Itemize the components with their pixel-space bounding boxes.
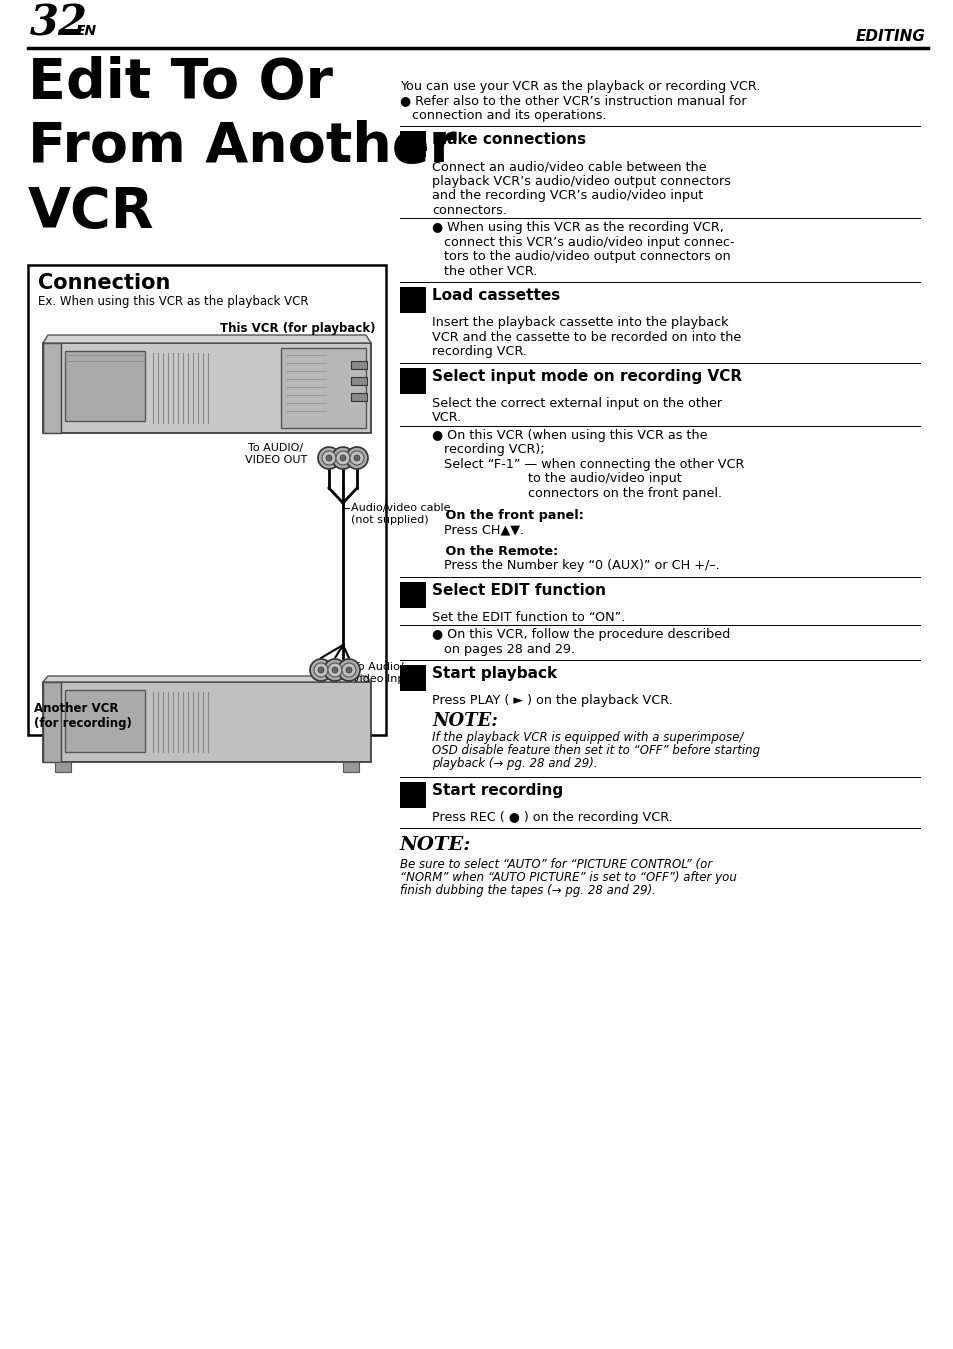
Text: 32: 32 [30, 1, 88, 45]
Text: OSD disable feature then set it to “OFF” before starting: OSD disable feature then set it to “OFF”… [432, 743, 760, 757]
Circle shape [339, 455, 346, 461]
Text: You can use your VCR as the playback or recording VCR.: You can use your VCR as the playback or … [399, 80, 760, 93]
Text: VCR and the cassette to be recorded on into the: VCR and the cassette to be recorded on i… [432, 331, 740, 344]
Circle shape [328, 662, 341, 677]
Bar [399, 131, 426, 158]
Text: EN: EN [76, 24, 97, 38]
Text: Select the correct external input on the other: Select the correct external input on the… [432, 397, 721, 410]
Text: Press PLAY ( ► ) on the playback VCR.: Press PLAY ( ► ) on the playback VCR. [432, 695, 672, 707]
Polygon shape [43, 676, 371, 683]
Circle shape [324, 660, 346, 681]
Bar [351, 393, 367, 401]
Text: Load cassettes: Load cassettes [432, 289, 559, 304]
Text: On the Remote:: On the Remote: [432, 545, 558, 558]
Text: Make connections: Make connections [432, 132, 585, 147]
Text: ● On this VCR, follow the procedure described: ● On this VCR, follow the procedure desc… [432, 629, 729, 641]
Text: Connection: Connection [38, 272, 171, 293]
Text: To AUDIO/
VIDEO OUT: To AUDIO/ VIDEO OUT [245, 442, 307, 464]
Text: Ex. When using this VCR as the playback VCR: Ex. When using this VCR as the playback … [38, 295, 308, 308]
Circle shape [326, 455, 332, 461]
Text: Audio/video cable
(not supplied): Audio/video cable (not supplied) [351, 503, 450, 525]
Circle shape [346, 447, 368, 469]
Text: to the audio/video input: to the audio/video input [432, 472, 681, 486]
Bar [28, 264, 386, 735]
Bar [399, 782, 426, 808]
Polygon shape [43, 343, 61, 433]
Text: ● On this VCR (when using this VCR as the: ● On this VCR (when using this VCR as th… [432, 429, 707, 442]
Text: the other VCR.: the other VCR. [432, 264, 537, 278]
Polygon shape [43, 335, 371, 343]
Text: Select “F-1” — when connecting the other VCR: Select “F-1” — when connecting the other… [432, 457, 743, 471]
Text: tors to the audio/video output connectors on: tors to the audio/video output connector… [432, 251, 730, 263]
Text: VCR: VCR [28, 185, 154, 239]
Bar [399, 581, 426, 608]
Text: playback (→ pg. 28 and 29).: playback (→ pg. 28 and 29). [432, 757, 597, 770]
Text: connection and its operations.: connection and its operations. [399, 109, 606, 121]
Text: If the playback VCR is equipped with a superimpose/: If the playback VCR is equipped with a s… [432, 731, 742, 743]
Circle shape [322, 451, 335, 465]
Text: EDITING: EDITING [855, 28, 925, 45]
Circle shape [350, 451, 364, 465]
Text: connectors.: connectors. [432, 204, 506, 217]
Text: “NORM” when “AUTO PICTURE” is set to “OFF”) after you: “NORM” when “AUTO PICTURE” is set to “OF… [399, 871, 736, 885]
Text: Press the Number key “0 (AUX)” or CH +/–.: Press the Number key “0 (AUX)” or CH +/–… [432, 560, 719, 572]
Bar [281, 348, 366, 428]
Text: Press REC ( ● ) on the recording VCR.: Press REC ( ● ) on the recording VCR. [432, 811, 672, 824]
Text: Another VCR
(for recording): Another VCR (for recording) [34, 701, 132, 730]
Circle shape [317, 447, 339, 469]
Text: On the front panel:: On the front panel: [432, 509, 583, 522]
Text: Set the EDIT function to “ON”.: Set the EDIT function to “ON”. [432, 611, 625, 623]
Text: recording VCR.: recording VCR. [432, 345, 526, 359]
Text: Start playback: Start playback [432, 666, 557, 681]
Text: Start recording: Start recording [432, 782, 562, 797]
Text: VCR.: VCR. [432, 411, 462, 425]
Bar [43, 683, 371, 762]
Text: recording VCR);: recording VCR); [432, 444, 544, 456]
Text: connectors on the front panel.: connectors on the front panel. [432, 487, 721, 500]
Text: Insert the playback cassette into the playback: Insert the playback cassette into the pl… [432, 317, 728, 329]
Circle shape [337, 660, 359, 681]
Circle shape [354, 455, 359, 461]
Bar [343, 762, 358, 772]
Text: Select EDIT function: Select EDIT function [432, 583, 605, 598]
Circle shape [341, 662, 355, 677]
Bar [399, 287, 426, 313]
Text: Be sure to select “AUTO” for “PICTURE CONTROL” (or: Be sure to select “AUTO” for “PICTURE CO… [399, 858, 712, 871]
Bar [399, 368, 426, 394]
Text: Select input mode on recording VCR: Select input mode on recording VCR [432, 368, 741, 384]
Bar [351, 376, 367, 384]
Polygon shape [43, 683, 61, 762]
Text: Connect an audio/video cable between the: Connect an audio/video cable between the [432, 161, 706, 174]
Circle shape [335, 451, 350, 465]
Text: ● When using this VCR as the recording VCR,: ● When using this VCR as the recording V… [432, 221, 723, 235]
Circle shape [314, 662, 328, 677]
Text: finish dubbing the tapes (→ pg. 28 and 29).: finish dubbing the tapes (→ pg. 28 and 2… [399, 885, 656, 897]
Bar [65, 351, 145, 421]
Text: ● Refer also to the other VCR’s instruction manual for: ● Refer also to the other VCR’s instruct… [399, 94, 746, 108]
Bar [399, 665, 426, 692]
Text: on pages 28 and 29.: on pages 28 and 29. [432, 643, 575, 656]
Circle shape [332, 666, 337, 673]
Bar [65, 689, 145, 751]
Circle shape [310, 660, 332, 681]
Text: From Another: From Another [28, 120, 456, 174]
Bar [43, 343, 371, 433]
Text: and the recording VCR’s audio/video input: and the recording VCR’s audio/video inpu… [432, 189, 702, 202]
Text: To Audio/
video Input: To Audio/ video Input [353, 662, 416, 684]
Text: This VCR (for playback): This VCR (for playback) [220, 322, 375, 335]
Text: connect this VCR’s audio/video input connec-: connect this VCR’s audio/video input con… [432, 236, 734, 250]
Text: Press CH▲▼.: Press CH▲▼. [432, 523, 523, 536]
Circle shape [332, 447, 354, 469]
Circle shape [317, 666, 324, 673]
Bar [55, 762, 71, 772]
Text: playback VCR’s audio/video output connectors: playback VCR’s audio/video output connec… [432, 175, 730, 188]
Text: Edit To Or: Edit To Or [28, 57, 333, 111]
Text: NOTE:: NOTE: [432, 712, 497, 730]
Bar [351, 362, 367, 370]
Circle shape [346, 666, 352, 673]
Text: NOTE:: NOTE: [399, 836, 471, 854]
